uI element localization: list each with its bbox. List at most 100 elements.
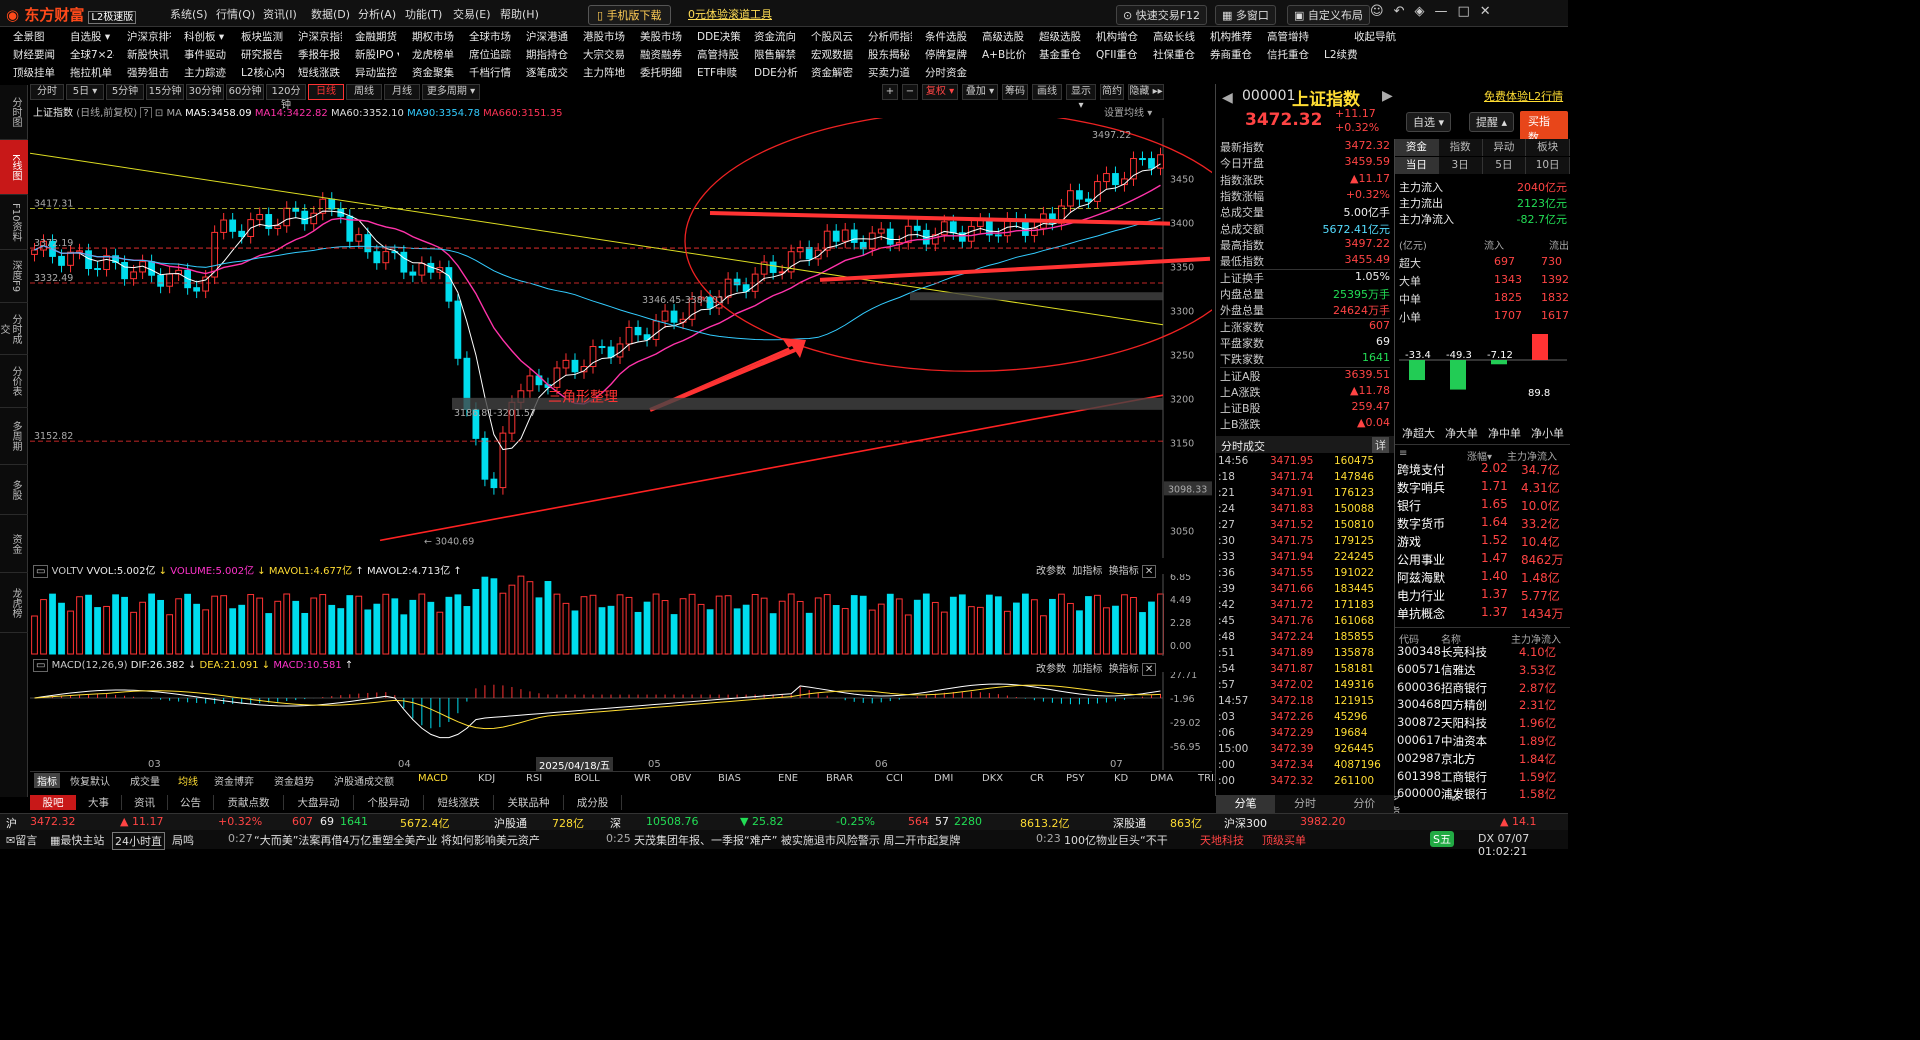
indicator-tab[interactable]: 成交量 [130,777,160,788]
menu-help[interactable]: 帮助(H) [500,8,539,21]
nav-item[interactable]: 机构增仓 [1096,31,1138,43]
indicator-tab[interactable]: CCI [886,773,903,784]
left-tab[interactable]: 资金 [0,515,28,573]
capital-tab[interactable]: 指数 [1438,139,1483,156]
indicator-tab[interactable]: KDJ [478,773,496,784]
nav-item[interactable]: 强势狙击 [127,67,169,79]
quick-trade-button[interactable]: ⊙ 快速交易F12 [1116,5,1208,25]
edit-params-button[interactable]: 改参数 [1036,566,1066,577]
message-button[interactable]: ✉留言 [6,834,38,847]
indicator-tab[interactable]: DKX [982,773,1004,784]
nav-item[interactable]: 研究报告 ▾ [241,49,285,61]
nav-item[interactable]: 高管增持 [1267,31,1309,43]
indicator-tab[interactable]: 资金博弈 [214,777,254,788]
period-tab[interactable]: 周线 [346,84,382,100]
stock-row[interactable]: 000617 中油资本 1.89亿 [1397,733,1569,748]
left-tab[interactable]: 分价表 [0,355,28,408]
window-controls[interactable]: ☺↶◈—□✕ [1370,4,1501,19]
nav-item[interactable]: 主力阵地 [583,67,625,79]
sector-row[interactable]: 游戏 1.52 10.4亿 [1397,533,1569,550]
info-tab[interactable]: 大事 [76,795,122,810]
period-tab[interactable]: 15分钟 [146,84,184,100]
info-tab[interactable]: 贡献点数 [214,795,284,810]
nav-item[interactable]: 条件选股 [925,31,967,43]
indicator-tab[interactable]: WR [634,773,651,784]
nav-item[interactable]: 新股IPO ▾ [355,49,399,61]
chart-tool[interactable]: − [902,84,918,100]
indicator-tab[interactable]: DMA [1150,773,1174,784]
capital-period-tab[interactable]: 3日 [1438,157,1483,174]
nav-item[interactable]: 分析师指数 [868,31,912,43]
nav-item[interactable]: 停牌复牌 [925,49,967,61]
alert-button[interactable]: 提醒 ▴ [1469,112,1515,132]
nav-item[interactable]: 期指持仓 [526,49,568,61]
period-tab[interactable]: 5分钟 [106,84,144,100]
tick-tab[interactable]: 分价 [1334,795,1394,813]
nav-item[interactable]: 信托重仓 [1267,49,1309,61]
nav-item[interactable]: 新股快讯 [127,49,169,61]
nav-item[interactable]: 季报年报 ▾ [298,49,342,61]
nav-item[interactable]: 高级长线 [1153,31,1195,43]
sector-row[interactable]: 银行 1.65 10.0亿 [1397,497,1569,514]
stock-row[interactable]: 600571 信雅达 3.53亿 [1397,662,1569,677]
chart-tool[interactable]: 隐藏 ▸▸ [1128,84,1164,100]
info-tab[interactable]: 股吧 [30,795,76,810]
stock-row[interactable]: 002987 京北方 1.84亿 [1397,751,1569,766]
nav-item[interactable]: 买卖力道 [868,67,910,79]
nav-item[interactable]: 席位追踪 [469,49,511,61]
tool-link[interactable]: 0元体验滚道工具 [688,8,772,21]
server-button[interactable]: ▦最快主站 [50,834,105,847]
indicator-tab[interactable]: DMI [934,773,954,784]
nav-item[interactable]: 拖拉机单 [70,67,112,79]
chart-tool[interactable]: + [882,84,898,100]
sector-row[interactable]: 数字哨兵 1.71 4.31亿 [1397,479,1569,496]
chart-tool[interactable]: 显示 ▾ [1066,84,1096,111]
nav-item[interactable]: 自选股 ▾ [70,31,111,43]
capital-tab[interactable]: 资金 [1395,139,1439,156]
menu-system[interactable]: 系统(S) [170,8,208,21]
nav-item[interactable]: 资金解密 [811,67,853,79]
nav-item[interactable]: 资金流向 ▾ [754,31,798,43]
indicator-tab[interactable]: 恢复默认 [70,777,110,788]
nav-item[interactable]: A+B比价 [982,49,1026,61]
nav-item[interactable]: 沪深京指数 ▾ [298,31,342,43]
capital-period-tab[interactable]: 当日 [1395,157,1439,174]
nav-item[interactable]: 沪深港通 ▾ [526,31,570,43]
prev-stock-icon[interactable]: ◀ [1222,90,1233,106]
indicator-tab[interactable]: 指标 [34,773,60,788]
period-tab[interactable]: 60分钟 [226,84,264,100]
close-icon[interactable]: ✕ [1141,565,1157,578]
nav-item[interactable]: 个股风云 ▾ [811,31,855,43]
chart-tool[interactable]: 筹码 [1002,84,1028,100]
nav-item[interactable]: 基金重仓 [1039,49,1081,61]
multi-window-button[interactable]: ▦ 多窗口 [1215,5,1276,25]
nav-item[interactable]: 沪深京排行 ▾ [127,31,171,43]
nav-item[interactable]: 高级选股 [982,31,1024,43]
indicator-tab[interactable]: BIAS [718,773,741,784]
sector-row[interactable]: 单抗概念 1.37 1434万 [1397,605,1569,622]
indicator-tab[interactable]: 资金趋势 [274,777,314,788]
nav-item[interactable]: ETF申赎 [697,67,738,79]
nav-item[interactable]: 股东揭秘 ▾ [868,49,912,61]
indicator-tab[interactable]: TRIX [1198,773,1221,784]
left-tab[interactable]: 分时成交 [0,303,28,355]
nav-item[interactable]: 融资融券 [640,49,682,61]
left-tab[interactable]: K线图 [0,140,28,195]
left-tab[interactable]: 分时图 [0,85,28,140]
nav-item[interactable]: L2续费 [1324,49,1358,61]
info-tab[interactable]: 公告 [168,795,214,810]
menu-news[interactable]: 资讯(I) [263,8,297,21]
info-tab[interactable]: 关联品种 [494,795,564,810]
menu-analysis[interactable]: 分析(A) [358,8,397,21]
switch-indicator-button[interactable]: 换指标 [1108,664,1139,675]
nav-item[interactable]: 大宗交易 [583,49,625,61]
watchlist-button[interactable]: 自选 ▾ [1406,112,1452,132]
chart-tool[interactable]: 叠加 ▾ [962,84,998,100]
left-tab[interactable]: F10资料 [0,195,28,250]
nav-item[interactable]: 异动监控 [355,67,397,79]
indicator-tab[interactable]: ENE [778,773,799,784]
stock-row[interactable]: 600036 招商银行 2.87亿 [1397,680,1569,695]
next-stock-icon[interactable]: ▶ [1382,88,1393,104]
volume-chart[interactable]: 6.85 4.49 2.28 0.00 [30,574,1212,656]
period-tab[interactable]: 分时 [30,84,64,100]
